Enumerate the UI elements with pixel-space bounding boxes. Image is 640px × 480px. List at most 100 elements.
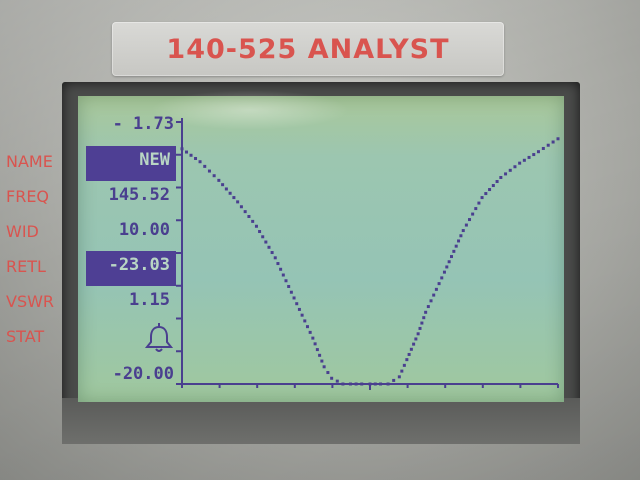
side-label-retl: RETL (6, 257, 46, 276)
trace-point (303, 319, 307, 323)
trace-point (315, 348, 319, 352)
trace-point (326, 371, 330, 375)
trace-point (504, 172, 508, 176)
trace-point (422, 316, 426, 320)
trace-point (232, 196, 236, 200)
trace-point (468, 218, 472, 222)
lcd-glare (150, 90, 350, 130)
trace-point (273, 256, 277, 260)
trace-point (445, 265, 449, 269)
trace-point (518, 161, 522, 165)
trace-point (546, 143, 550, 147)
freq-readout[interactable]: 145.52 (108, 185, 170, 205)
trace-point (416, 332, 420, 336)
vswr-readout: 1.15 (129, 290, 170, 310)
trace-point (402, 363, 406, 367)
trace-point (320, 359, 324, 363)
trace-point (292, 296, 296, 300)
trace-point (454, 244, 458, 248)
trace-point (434, 287, 438, 291)
side-label-wid: WID (6, 222, 39, 241)
trace-point (407, 352, 411, 356)
trace-point (311, 336, 315, 340)
trace-point (556, 137, 560, 141)
trace-point (386, 382, 390, 386)
wid-readout[interactable]: 10.00 (118, 220, 170, 240)
retl-readout: -23.03 (86, 251, 176, 286)
trace-point (437, 282, 441, 286)
side-label-vswr: VSWR (6, 292, 55, 311)
trace-point (239, 205, 243, 209)
trace-point (424, 310, 428, 314)
scale-bottom-value: -20.00 (112, 364, 174, 384)
trace-point (207, 169, 211, 173)
trace-point (264, 240, 268, 244)
trace-point (295, 302, 299, 306)
trace-point (203, 164, 207, 168)
trace-point (221, 183, 225, 187)
trace-point (432, 293, 436, 297)
trace-point (440, 276, 444, 280)
device-title-label: 140-525 ANALYST (112, 22, 504, 76)
trace-point (354, 382, 358, 386)
trace-point (480, 196, 484, 200)
trace-point (405, 358, 409, 362)
trace-point (228, 191, 232, 195)
trace-point (236, 200, 240, 204)
trace-point (368, 382, 372, 386)
trace-point (477, 201, 481, 205)
trace-point (261, 235, 265, 239)
trace-point (348, 382, 352, 386)
trace-point (400, 369, 404, 373)
trace-point (276, 262, 280, 266)
trace-point (251, 219, 255, 223)
trace-point (341, 382, 345, 386)
trace-point (491, 184, 495, 188)
trace-point (457, 239, 461, 243)
trace-point (426, 305, 430, 309)
trace-point (474, 207, 478, 211)
trace-point (532, 153, 536, 157)
trace-point (461, 229, 465, 233)
device-title: 140-525 ANALYST (166, 33, 450, 65)
trace-point (551, 140, 555, 144)
trace-point (484, 192, 488, 196)
trace-point (198, 160, 202, 164)
trace-point (217, 178, 221, 182)
trace-point (313, 342, 317, 346)
trace-point (495, 180, 499, 184)
readout-column: NEW 145.52 10.00 -23.03 1.15 (86, 146, 176, 321)
trace-point (536, 150, 540, 154)
trace-point (414, 337, 418, 341)
trace-point (322, 365, 326, 369)
trace-point (247, 215, 251, 219)
trace-point (360, 382, 364, 386)
side-label-freq: FREQ (6, 187, 50, 206)
trace-point (279, 267, 283, 271)
trace-point (513, 165, 517, 169)
trace-point (254, 224, 258, 228)
trace-point (488, 188, 492, 192)
side-label-column: NAME FREQ WID RETL VSWR STAT (6, 150, 64, 360)
trace-point (541, 146, 545, 150)
lcd-bezel-bottom (62, 398, 580, 444)
trace-point (224, 187, 228, 191)
name-readout[interactable]: NEW (86, 146, 176, 181)
trace-point (318, 353, 322, 357)
trace-point (180, 147, 184, 151)
trace-point (289, 290, 293, 294)
trace-point (397, 375, 401, 379)
trace-point (287, 284, 291, 288)
trace-point (527, 155, 531, 159)
trace-point (305, 325, 309, 329)
trace-point (429, 299, 433, 303)
trace-point (284, 279, 288, 283)
trace-point (243, 210, 247, 214)
trace-point (409, 347, 413, 351)
trace-point (499, 175, 503, 179)
trace-point (267, 245, 271, 249)
trace-point (379, 382, 383, 386)
trace-point (412, 342, 416, 346)
side-label-name: NAME (6, 152, 53, 171)
trace-point (194, 156, 198, 160)
